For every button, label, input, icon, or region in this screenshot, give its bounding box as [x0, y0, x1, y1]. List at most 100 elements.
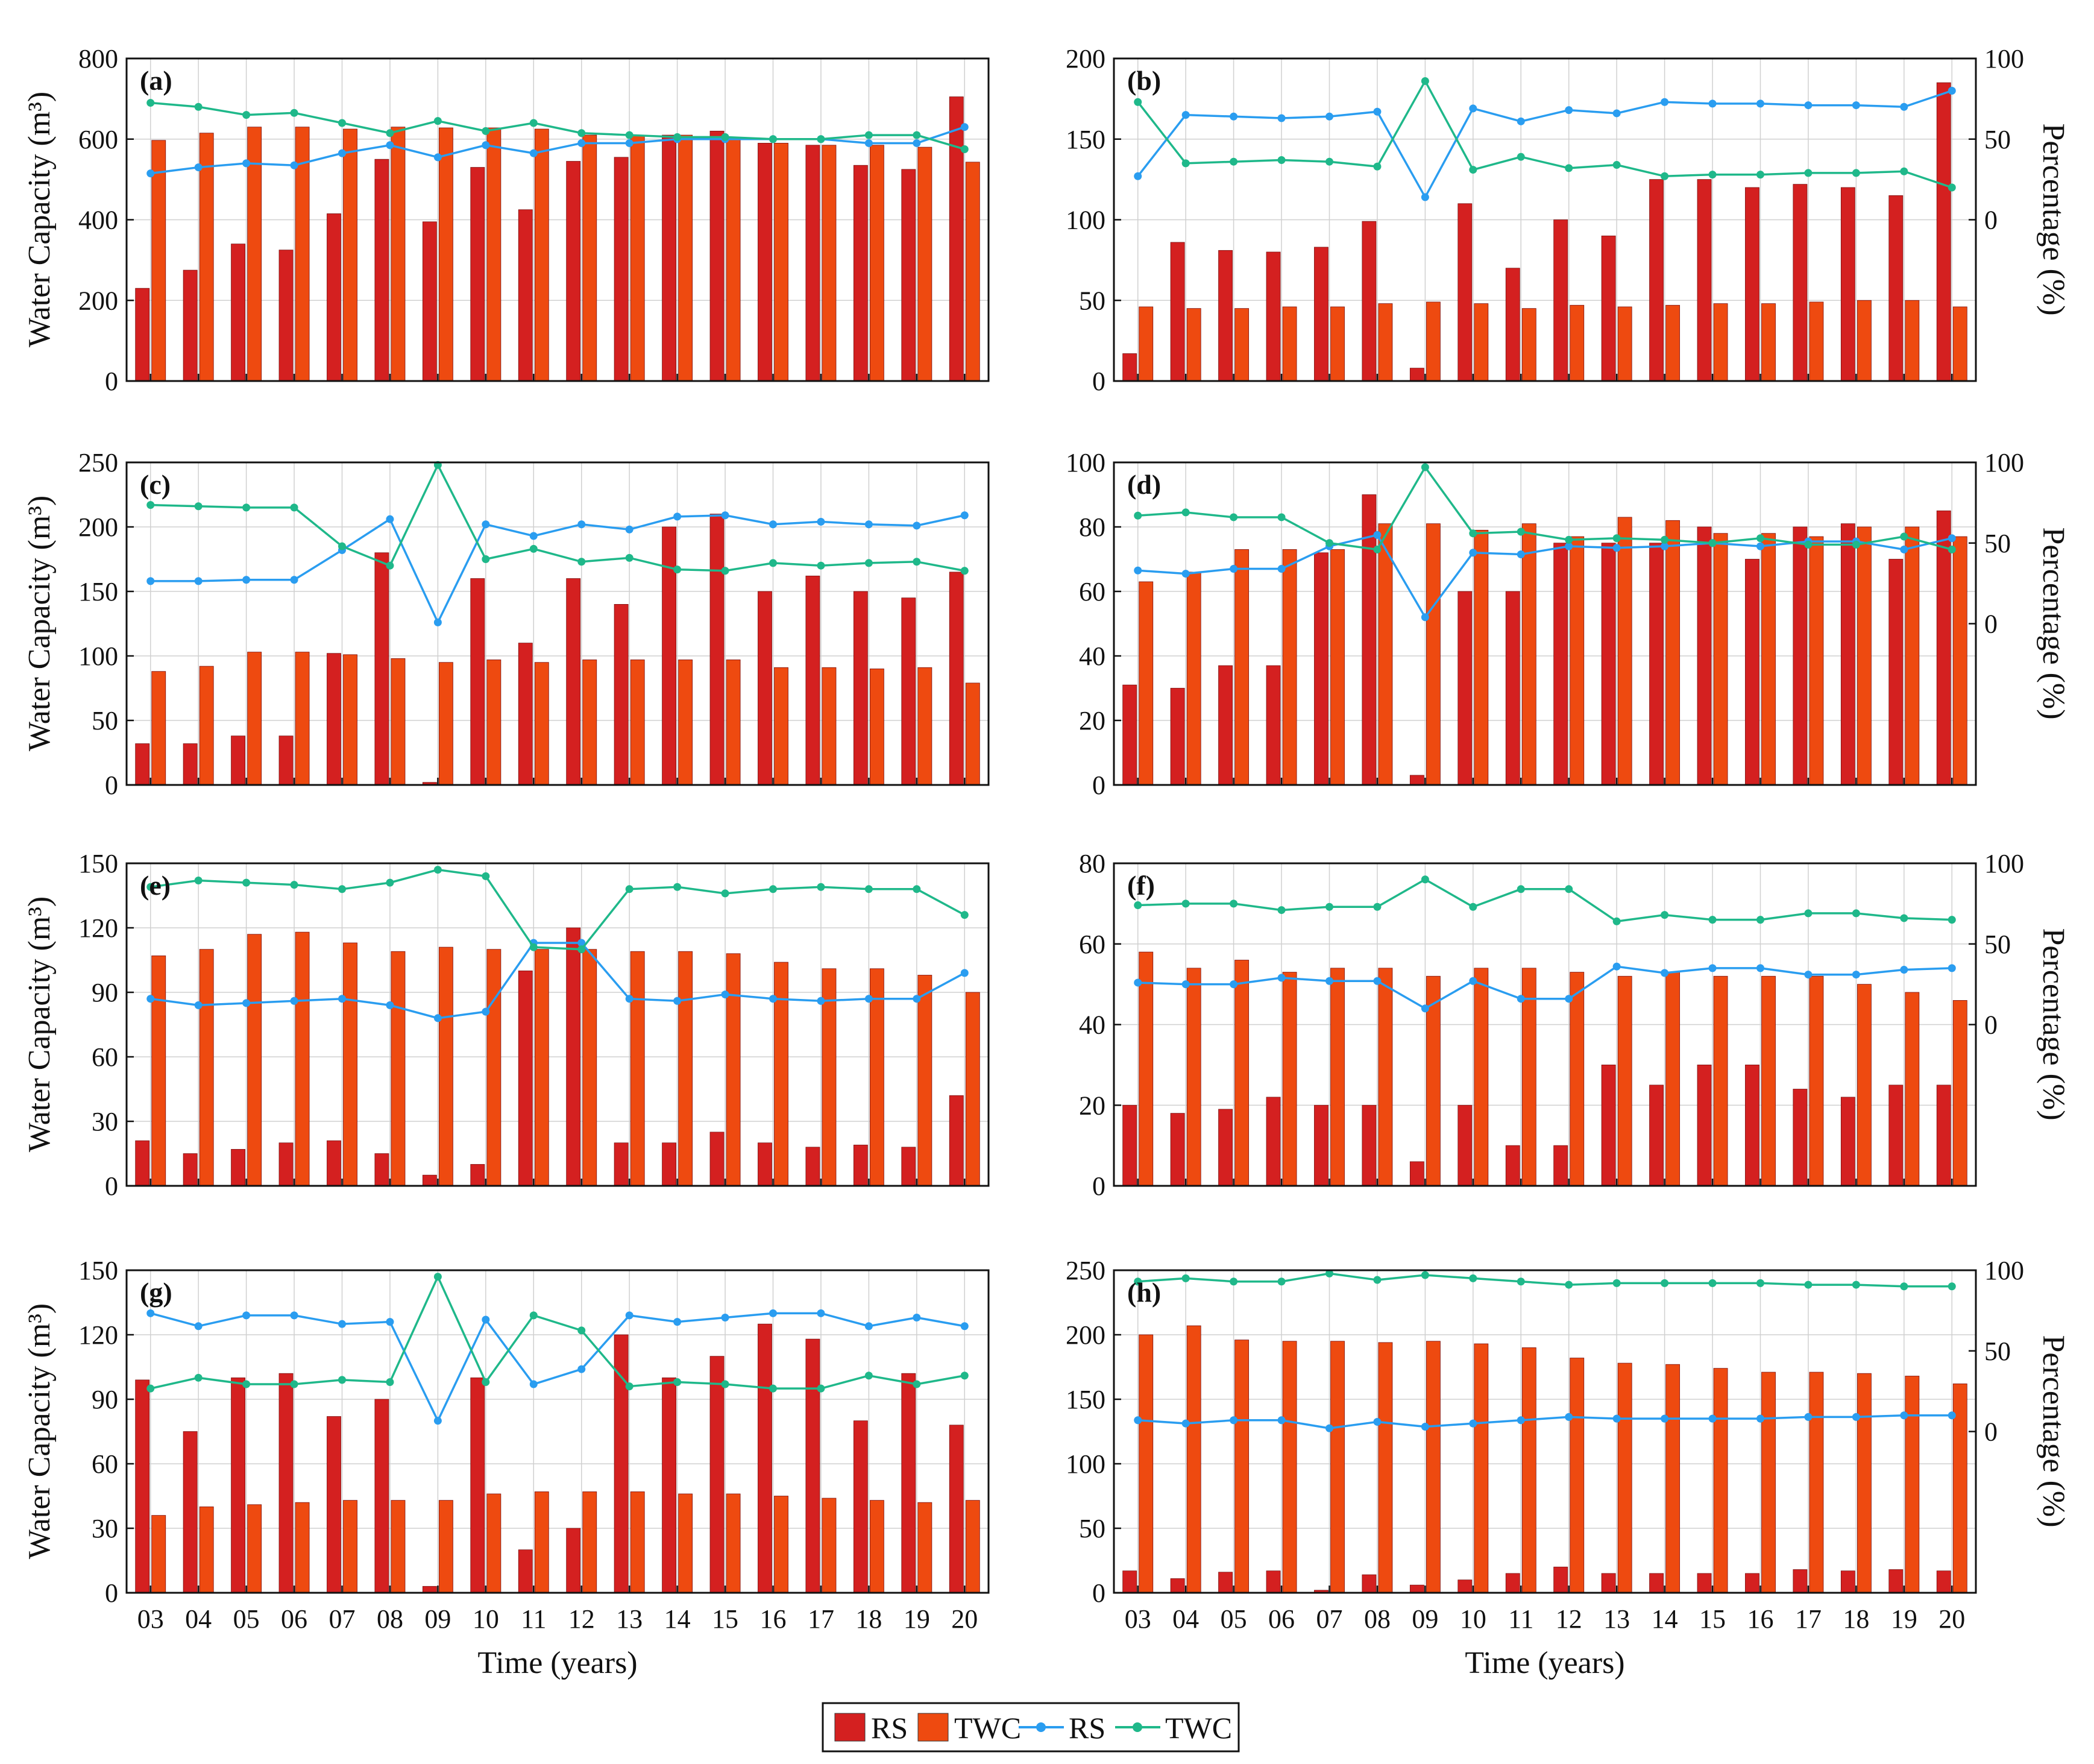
point-rs: [960, 123, 969, 131]
bar-rs: [518, 970, 533, 1186]
bar-rs: [662, 134, 677, 382]
ytick-label: 100: [78, 641, 118, 671]
bar-rs: [1314, 1104, 1328, 1186]
point-rs: [817, 997, 825, 1005]
bar-twc: [534, 1491, 549, 1593]
point-rs: [1708, 99, 1717, 108]
bar-rs: [901, 1147, 916, 1186]
point-twc: [1325, 539, 1333, 547]
bar-rs: [1793, 1089, 1808, 1186]
bar-twc: [582, 949, 597, 1186]
point-twc: [913, 1380, 921, 1388]
legend-label-twc-line: TWC: [1165, 1711, 1232, 1745]
point-rs: [1373, 107, 1382, 116]
point-twc: [960, 1372, 969, 1380]
bar-twc: [1617, 1362, 1632, 1593]
bar-twc: [869, 1500, 884, 1593]
point-rs: [1708, 964, 1717, 972]
point-twc: [817, 135, 825, 143]
point-rs: [194, 1001, 203, 1009]
point-rs: [194, 1322, 203, 1331]
point-rs: [1517, 550, 1525, 558]
point-rs: [290, 576, 298, 584]
xtick-label: 09: [1412, 1604, 1438, 1634]
bar-twc: [678, 134, 693, 382]
ytick-right-label: 0: [1984, 610, 1998, 639]
ytick-right-label: 0: [1984, 1010, 1998, 1040]
bar-rs: [709, 130, 725, 382]
bar-twc: [534, 949, 549, 1186]
point-rs: [577, 520, 586, 529]
bar-rs: [231, 1377, 246, 1593]
left-ylabel-row2: Water Capacity (m³): [22, 496, 57, 751]
bar-rs: [1170, 1113, 1185, 1186]
point-rs: [338, 1320, 346, 1328]
point-rs: [769, 995, 777, 1003]
bar-twc: [1665, 304, 1681, 382]
bar-rs: [1505, 1573, 1520, 1593]
xtick-label: 05: [1221, 1604, 1247, 1634]
bar-rs: [1170, 242, 1185, 382]
point-twc: [386, 561, 394, 570]
bar-rs: [566, 161, 581, 382]
ytick-label: 30: [92, 1514, 118, 1543]
ytick-label: 100: [1066, 206, 1105, 235]
bar-twc: [1282, 306, 1297, 382]
ytick-label: 20: [1079, 706, 1105, 736]
xtick-label: 03: [1125, 1604, 1151, 1634]
bar-rs: [374, 159, 389, 382]
bar-twc: [391, 1500, 406, 1593]
ytick-label: 600: [78, 125, 118, 154]
bar-rs: [231, 244, 246, 382]
ytick-label: 800: [78, 44, 118, 74]
point-rs: [721, 991, 729, 999]
bar-twc: [1809, 301, 1824, 382]
line-twc: [150, 1274, 965, 1390]
bar-twc: [1282, 549, 1297, 786]
point-twc: [1900, 532, 1908, 541]
point-rs: [625, 139, 634, 147]
bar-twc: [1474, 968, 1489, 1186]
bar-rs: [231, 1148, 246, 1186]
bar-rs: [1266, 1570, 1281, 1593]
panel-label: (g): [140, 1277, 172, 1308]
bar-rs: [1409, 775, 1424, 786]
bar-twc: [1234, 1340, 1250, 1593]
point-twc: [338, 119, 346, 127]
point-rs: [1469, 549, 1477, 557]
point-twc: [817, 1384, 825, 1393]
bar-rs: [327, 213, 341, 382]
line-twc: [150, 868, 966, 951]
bar-twc: [1952, 1000, 1967, 1186]
point-twc: [769, 135, 777, 143]
bar-twc: [486, 949, 501, 1186]
xtick-label: 11: [521, 1604, 546, 1634]
point-rs: [482, 1007, 490, 1016]
point-rs: [1469, 1419, 1477, 1428]
point-rs: [1277, 974, 1286, 982]
bar-rs: [949, 1095, 964, 1186]
ytick-right-label: 100: [1984, 1256, 2024, 1285]
point-twc: [577, 945, 586, 954]
point-twc: [625, 1382, 634, 1391]
ytick-label: 40: [1079, 641, 1105, 671]
bar-rs: [327, 653, 341, 786]
point-rs: [386, 515, 394, 523]
point-twc: [625, 553, 634, 562]
xtick-label: 06: [1268, 1604, 1295, 1634]
point-rs: [1277, 565, 1286, 573]
bar-twc: [822, 145, 837, 382]
point-rs: [1134, 172, 1142, 180]
bar-rs: [901, 1373, 916, 1593]
point-twc: [1373, 162, 1382, 171]
ytick-right-label: 100: [1984, 448, 2024, 477]
bar-twc: [822, 1498, 837, 1593]
bar-twc: [1282, 972, 1297, 1186]
ytick-label: 200: [1066, 44, 1105, 74]
ytick-label: 60: [92, 1449, 118, 1479]
point-twc: [1181, 159, 1190, 168]
point-twc: [194, 502, 203, 511]
bar-twc: [1857, 1373, 1872, 1593]
point-twc: [1277, 513, 1286, 521]
point-rs: [146, 1309, 155, 1317]
